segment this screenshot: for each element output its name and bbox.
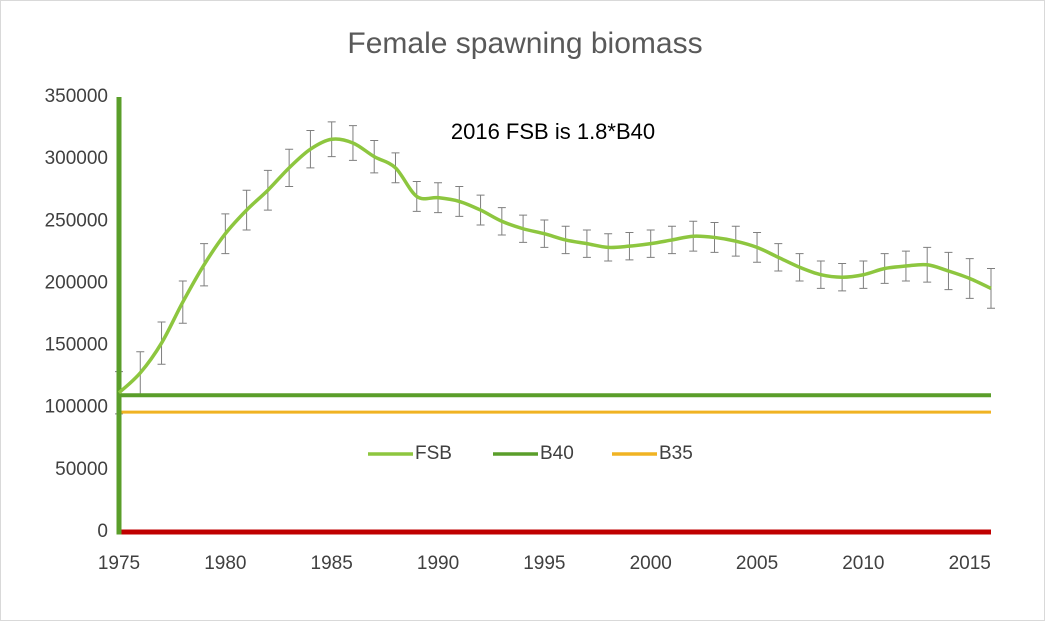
chart-title: Female spawning biomass (347, 27, 702, 60)
x-tick-label: 2005 (736, 553, 778, 574)
y-tick-label: 150000 (45, 335, 108, 356)
x-tick-label: 2015 (949, 553, 991, 574)
legend-label: B40 (540, 443, 574, 464)
y-tick-label: 100000 (45, 397, 108, 418)
x-tick-label: 1990 (417, 553, 459, 574)
x-tick-label: 2000 (630, 553, 672, 574)
legend-label: B35 (659, 443, 693, 464)
y-tick-label: 250000 (45, 210, 108, 231)
y-tick-label: 300000 (45, 148, 108, 169)
x-tick-label: 1985 (311, 553, 353, 574)
x-tick-label: 1980 (204, 553, 246, 574)
x-tick-label: 2010 (842, 553, 884, 574)
y-tick-label: 350000 (45, 86, 108, 107)
annotation: 2016 FSB is 1.8*B40 (451, 119, 655, 144)
y-tick-label: 0 (97, 521, 108, 542)
y-tick-label: 200000 (45, 272, 108, 293)
x-tick-label: 1995 (523, 553, 565, 574)
series-line (117, 137, 992, 395)
legend-label: FSB (415, 443, 452, 464)
y-tick-label: 50000 (55, 459, 108, 480)
x-tick-label: 1975 (98, 553, 140, 574)
